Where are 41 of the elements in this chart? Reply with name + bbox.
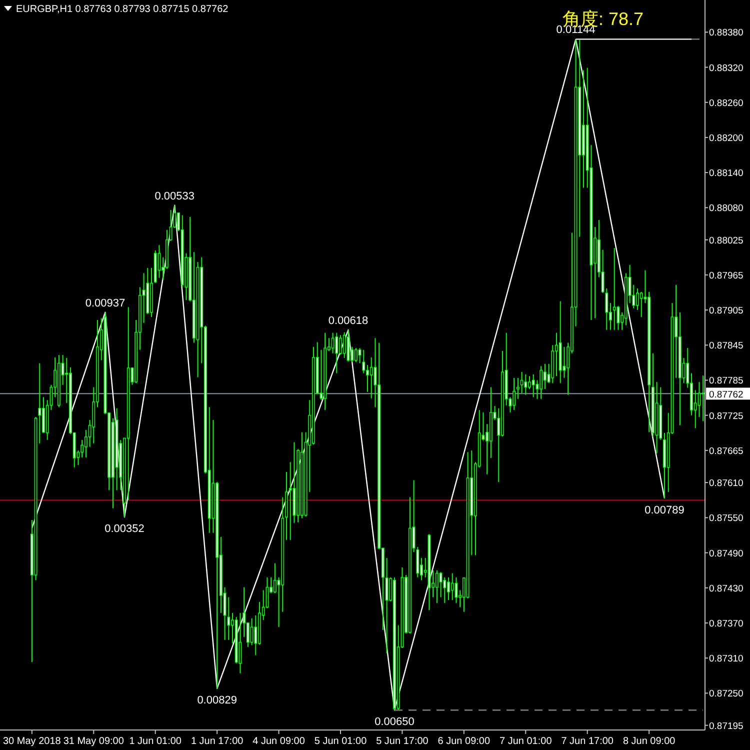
y-tick-label: 0.87250	[709, 688, 744, 700]
annotation: 0.00937	[85, 297, 126, 310]
annotation: 0.00829	[197, 694, 237, 706]
y-tick-label: 0.87310	[709, 654, 744, 665]
x-tick-label: 5 Jun 17:00	[376, 736, 429, 747]
x-tick-label: 5 Jun 01:00	[314, 736, 368, 747]
y-tick-label: 0.87195	[709, 720, 744, 732]
y-tick-label: 0.88140	[709, 168, 744, 180]
y-tick-label: 0.88080	[709, 203, 744, 214]
x-tick-label: 6 Jun 09:00	[438, 736, 490, 747]
y-tick-label: 0.87490	[709, 548, 744, 560]
annotation: 0.00789	[644, 504, 684, 516]
y-tick-label: 0.88320	[709, 62, 744, 74]
y-tick-label: 0.87430	[709, 583, 744, 594]
annotation: 0.00618	[328, 314, 368, 327]
x-tick-label: 7 Jun 17:00	[561, 736, 614, 747]
y-tick-label: 0.87785	[709, 376, 744, 387]
y-tick-label: 0.87725	[709, 410, 744, 422]
y-tick-label: 0.88260	[709, 98, 744, 109]
x-tick-label: 4 Jun 09:00	[252, 736, 306, 747]
y-tick-label: 0.87905	[709, 306, 744, 317]
y-tick-label: 0.87550	[709, 513, 744, 524]
x-tick-label: 30 May 2018	[3, 736, 62, 747]
y-tick-label: 0.88380	[709, 28, 744, 39]
ref-line-label: 0.87762	[709, 390, 744, 401]
y-tick-label: 0.87965	[709, 270, 744, 282]
chart-title: EURGBP,H1 0.87763 0.87793 0.87715 0.87762	[16, 4, 229, 15]
y-tick-label: 0.88025	[709, 235, 744, 246]
x-tick-label: 1 Jun 01:00	[129, 736, 182, 747]
annotation: 0.00352	[104, 523, 144, 536]
annotation: 0.00533	[154, 190, 195, 202]
x-tick-label: 7 Jun 01:00	[500, 736, 552, 747]
x-tick-label: 8 Jun 09:00	[622, 736, 676, 747]
y-tick-label: 0.88200	[709, 132, 744, 144]
x-tick-label: 31 May 09:00	[63, 736, 124, 747]
y-tick-label: 0.87845	[709, 340, 744, 352]
annotation: 0.00650	[374, 716, 414, 728]
y-tick-label: 0.87370	[709, 618, 744, 630]
x-tick-label: 1 Jun 17:00	[190, 736, 244, 747]
y-tick-label: 0.87665	[709, 446, 744, 457]
y-tick-label: 0.87610	[709, 478, 744, 490]
